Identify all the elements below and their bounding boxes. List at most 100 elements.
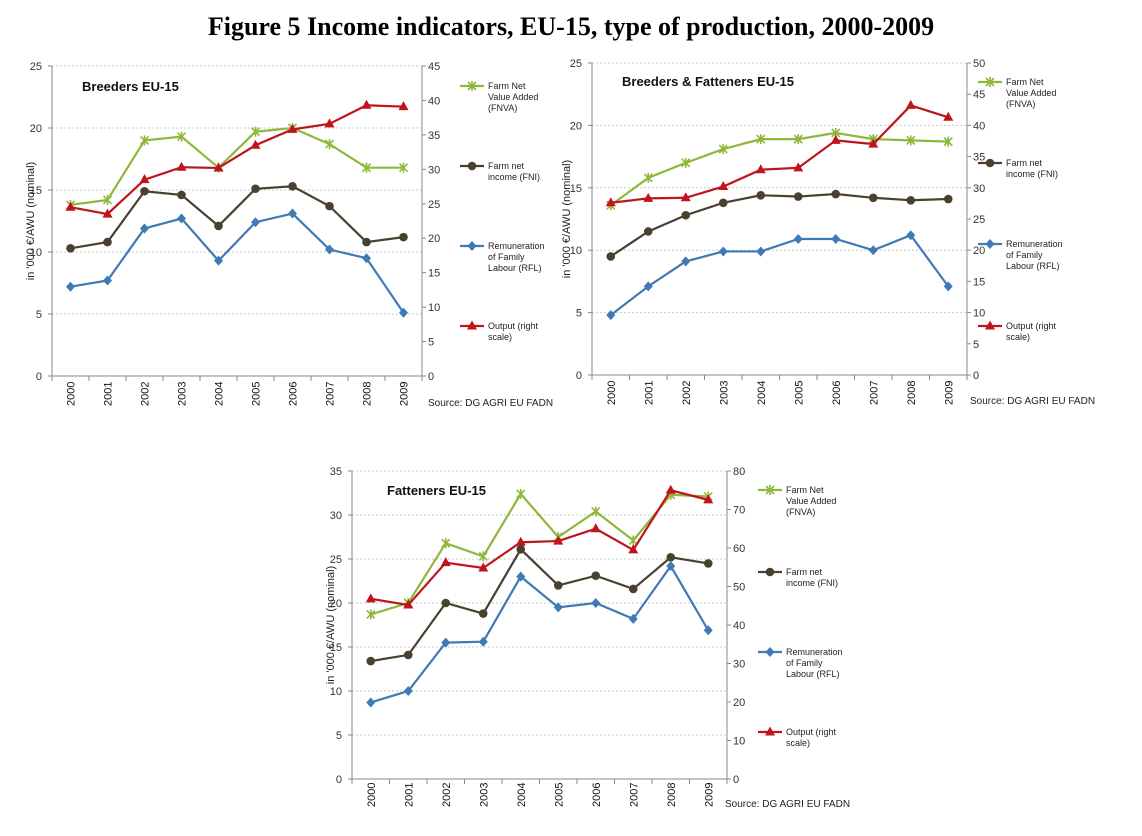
legend-label-output: scale) — [786, 738, 810, 748]
point-output — [365, 593, 376, 603]
point-rfl — [362, 253, 371, 264]
series-line-rfl — [610, 233, 950, 316]
point-fnva — [324, 139, 335, 150]
point-fnva — [516, 488, 526, 499]
series-line-fnva — [370, 492, 709, 616]
y-tick-label: 5 — [576, 308, 582, 320]
y-tick-label: 15 — [330, 642, 342, 654]
y2-tick-label: 10 — [973, 308, 985, 320]
point-fnva — [793, 134, 803, 145]
y-tick-label: 5 — [336, 730, 342, 742]
point-fnva — [250, 126, 261, 137]
y2-tick-label: 0 — [428, 371, 434, 383]
series-line-output — [610, 104, 949, 204]
point-fni — [628, 584, 638, 594]
x-tick-label: 2007 — [628, 783, 640, 807]
point-fni — [325, 201, 334, 211]
point-output — [553, 535, 564, 545]
y2-tick-label: 60 — [733, 543, 745, 555]
y-tick-label: 10 — [330, 686, 342, 698]
x-tick-label: 2001 — [403, 783, 415, 807]
y2-tick-label: 40 — [733, 620, 745, 632]
point-rfl — [214, 255, 223, 266]
point-rfl — [66, 281, 75, 292]
y2-tick-label: 30 — [733, 659, 745, 671]
point-output — [403, 599, 414, 609]
figure-title: Figure 5 Income indicators, EU-15, type … — [207, 12, 935, 41]
point-fni — [831, 189, 841, 199]
point-rfl — [591, 598, 601, 608]
point-fni — [703, 559, 713, 568]
y-axis-label: in '000 €/AWU (nominal) — [325, 566, 337, 684]
point-fni — [288, 181, 297, 191]
legend-label-fnva: Value Added — [1006, 88, 1056, 98]
point-fni — [591, 571, 601, 581]
point-output — [590, 523, 601, 533]
legend-marker-output — [467, 320, 477, 330]
point-output — [213, 162, 224, 172]
series-line-fni — [370, 547, 709, 663]
y2-tick-label: 70 — [733, 505, 745, 517]
point-fnva — [718, 144, 728, 155]
series-line-fnva — [610, 131, 949, 207]
legend-label-rfl: of Family — [488, 252, 525, 262]
legend-label-output: scale) — [1006, 332, 1030, 342]
legend-label-fnva: (FNVA) — [786, 507, 815, 517]
legend-marker-fnva — [985, 77, 995, 87]
y2-tick-label: 10 — [733, 736, 745, 748]
legend-label-fnva: Farm Net — [1006, 77, 1044, 87]
x-tick-label: 2002 — [441, 783, 453, 807]
y2-tick-label: 35 — [428, 130, 440, 142]
point-fnva — [441, 538, 451, 549]
y-tick-label: 25 — [330, 554, 342, 566]
x-tick-label: 2003 — [478, 783, 490, 807]
x-tick-label: 2000 — [366, 783, 378, 807]
x-tick-label: 2002 — [681, 381, 693, 405]
point-output — [398, 101, 409, 111]
point-output — [176, 161, 187, 171]
point-fni — [793, 192, 803, 201]
legend-marker-output — [985, 320, 995, 330]
legend-label-fnva: (FNVA) — [1006, 99, 1035, 109]
legend-marker-rfl — [985, 239, 995, 249]
point-fnva — [681, 157, 691, 168]
y-tick-label: 0 — [576, 370, 582, 382]
x-tick-label: 2006 — [288, 382, 300, 406]
x-tick-label: 2004 — [516, 783, 528, 807]
y-tick-label: 20 — [570, 120, 582, 132]
point-output — [755, 164, 766, 174]
point-fni — [756, 190, 766, 200]
legend-label-fni: Farm net — [1006, 158, 1043, 168]
point-rfl — [403, 686, 413, 696]
point-rfl — [325, 244, 334, 255]
point-output — [250, 139, 261, 149]
point-fnva — [361, 162, 372, 173]
point-output — [324, 118, 335, 128]
point-rfl — [703, 625, 713, 636]
point-fni — [177, 190, 186, 200]
y-axis-label: in '000 €/AWU (nominal) — [25, 162, 37, 280]
x-tick-label: 2003 — [718, 381, 730, 405]
point-output — [868, 138, 879, 148]
x-tick-label: 2005 — [793, 381, 805, 405]
point-output — [830, 134, 841, 144]
point-fnva — [176, 131, 187, 142]
point-rfl — [666, 561, 676, 572]
x-tick-label: 2004 — [214, 382, 226, 406]
point-fnva — [628, 535, 638, 546]
point-output — [943, 111, 954, 121]
series-line-output — [370, 488, 709, 607]
legend-marker-output — [765, 726, 775, 736]
y-tick-label: 10 — [30, 247, 42, 259]
point-fnva — [943, 136, 953, 147]
x-tick-label: 2009 — [943, 381, 955, 405]
point-fni — [478, 609, 488, 618]
series-line-rfl — [70, 212, 405, 314]
point-rfl — [366, 697, 376, 708]
point-fni — [214, 221, 223, 231]
legend-marker-fni — [765, 567, 775, 577]
point-fnva — [139, 135, 150, 146]
point-fni — [906, 195, 916, 205]
legend-label-output: Output (right — [1006, 321, 1057, 331]
y2-tick-label: 20 — [733, 697, 745, 709]
